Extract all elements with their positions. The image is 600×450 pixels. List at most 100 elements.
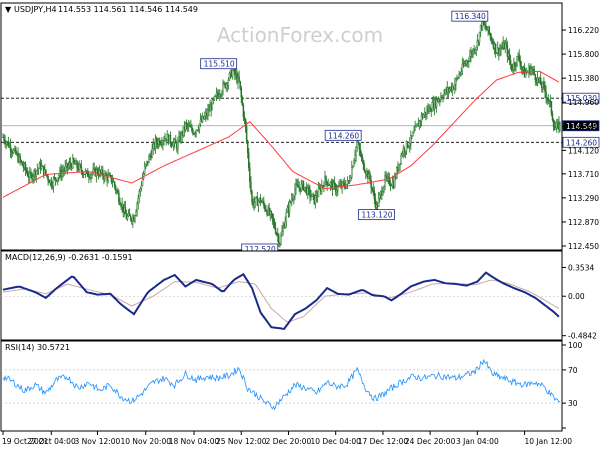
candle-body (250, 181, 252, 192)
candle-body (216, 92, 219, 95)
candle-body (155, 138, 158, 144)
price-y-tick-label: 114.540 (568, 122, 599, 131)
candle-body (303, 186, 306, 191)
candle-body (87, 170, 89, 177)
candle-body (510, 64, 513, 71)
candle-body (29, 172, 31, 178)
candle-body (300, 183, 303, 192)
candle-body (32, 176, 34, 180)
candle-body (246, 140, 249, 154)
candle-body (342, 181, 344, 184)
candle-body (245, 126, 248, 142)
candle-body (422, 114, 425, 118)
candle-body (140, 185, 143, 189)
candle-body (448, 88, 451, 92)
candle-body (325, 176, 327, 182)
candle-body (47, 175, 49, 181)
candle-body (80, 165, 83, 171)
price-level-label-box (562, 92, 600, 104)
candle-body (296, 184, 298, 186)
candle-body (25, 169, 28, 173)
macd-y-tick-label: -0.4842 (568, 332, 597, 341)
candle-body (484, 24, 486, 26)
price-y-tick-label: 114.960 (568, 98, 599, 107)
watermark: ActionForex.com (217, 23, 383, 47)
x-tick-label: 27 Oct 04:00 (27, 437, 76, 446)
candle-body (352, 165, 354, 168)
candle-body (9, 144, 12, 152)
candle-body (228, 73, 231, 81)
candle-body (515, 64, 517, 67)
candle-body (249, 167, 251, 183)
candle-body (371, 187, 373, 190)
annotation-box (200, 58, 238, 70)
candle-body (363, 169, 366, 173)
candle-body (251, 191, 253, 203)
candle-body (412, 132, 414, 137)
candle-body (461, 63, 464, 72)
candle-body (406, 141, 409, 148)
rsi-title: RSI(14) 30.5721 (5, 343, 70, 352)
candle-body (219, 94, 221, 97)
price-level-label: 115.030 (566, 94, 597, 103)
candle-body (550, 101, 553, 114)
candle-body (220, 94, 222, 96)
price-level-label: 114.549 (566, 122, 597, 131)
candle-body (334, 184, 337, 193)
candle-body (410, 135, 412, 144)
candle-body (317, 188, 320, 197)
x-tick-label: 10 Nov 20:00 (120, 437, 171, 446)
candle-body (273, 221, 276, 229)
candle-body (78, 164, 80, 171)
rsi-y-tick-label: 70 (568, 366, 578, 375)
candle-body (401, 153, 403, 156)
candle-body (530, 68, 532, 74)
candle-body (294, 188, 296, 197)
candle-body (199, 119, 202, 125)
candle-body (420, 114, 423, 122)
candle-body (549, 99, 552, 102)
candle-body (239, 80, 241, 89)
candle-body (24, 164, 27, 171)
candle-body (307, 186, 309, 195)
candle-body (500, 48, 502, 50)
candle-body (175, 139, 177, 144)
x-tick-label: 10 Dec 04:00 (310, 437, 361, 446)
candle-body (195, 129, 197, 134)
candle-body (312, 193, 314, 195)
macd-line (2, 271, 560, 330)
price-y-tick-label: 113.710 (568, 170, 599, 179)
candle-body (308, 186, 310, 190)
candle-body (320, 185, 323, 192)
candle-body (56, 177, 59, 182)
candle-body (212, 99, 215, 101)
candle-body (407, 145, 410, 148)
price-y-tick-label: 115.380 (568, 74, 599, 83)
candle-body (539, 77, 542, 86)
candle-body (207, 109, 209, 116)
macd-panel-frame (0, 250, 563, 341)
candle-body (67, 165, 70, 169)
candle-body (192, 130, 194, 135)
rsi-line (2, 358, 561, 411)
candle-body (478, 31, 481, 43)
candle-body (222, 83, 224, 93)
candle-body (400, 155, 402, 164)
candle-body (58, 175, 60, 179)
candle-body (546, 97, 548, 100)
candle-body (275, 233, 278, 235)
candle-body (333, 182, 336, 185)
candle-body (501, 47, 503, 49)
candle-body (474, 49, 476, 53)
candle-body (463, 63, 466, 67)
rsi-y-tick-label: 30 (568, 399, 578, 408)
candle-body (383, 185, 385, 192)
candle-body (393, 176, 396, 188)
candle-body (135, 210, 137, 217)
candle-body (52, 178, 55, 187)
price-y-tick-label: 113.290 (568, 194, 599, 203)
candle-body (136, 203, 138, 212)
candle-body (274, 227, 277, 234)
candle-body (355, 147, 357, 156)
x-tick-label: 18 Nov 04:00 (169, 437, 220, 446)
